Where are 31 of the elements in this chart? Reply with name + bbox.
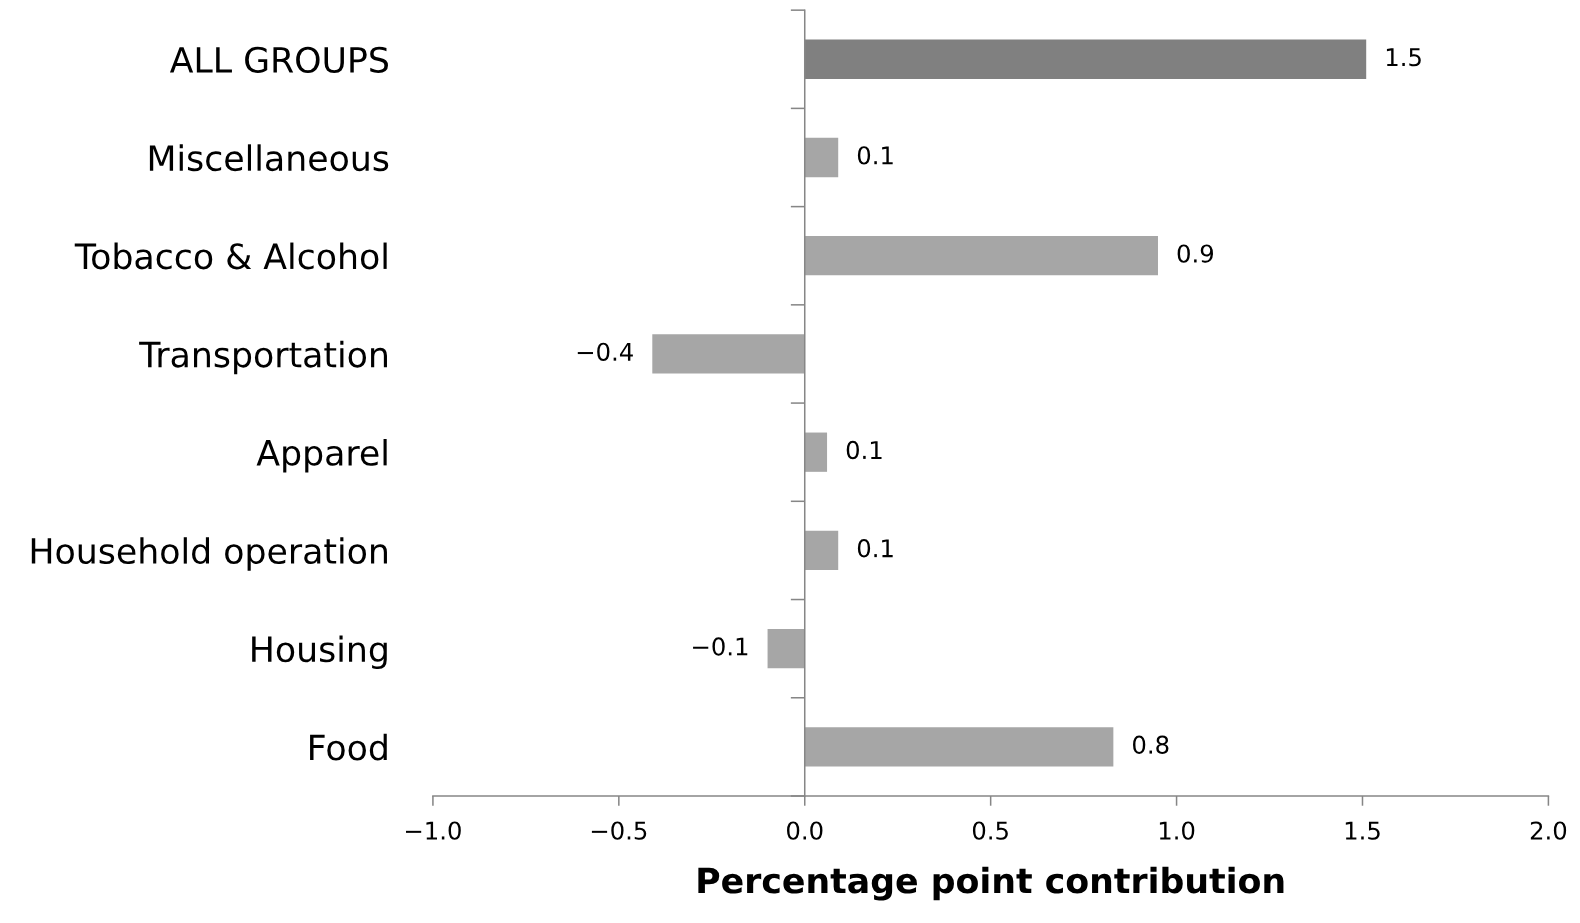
x-tick-label: 1.5 [1345,821,1380,840]
x-axis-title: Percentage point contribution [698,866,1284,901]
data-label: 0.9 [1177,244,1213,263]
data-label: −0.4 [577,342,633,362]
y-tick-label: Apparel [256,439,387,473]
y-tick-label: Housing [252,635,387,670]
bar [804,432,828,472]
y-tick-label: Miscellaneous [149,144,389,172]
y-tick-label: Food [310,733,387,761]
x-tick-label: −0.5 [591,821,647,840]
data-label: 0.8 [1133,735,1169,754]
data-label: 0.1 [857,146,893,165]
x-tick-label: 1.0 [1159,821,1195,840]
data-label: 0.1 [846,440,882,460]
y-tick-label: Household operation [31,537,387,571]
bar [804,236,1158,276]
y-tick-label: Transportation [139,340,387,375]
y-tick-label: ALL GROUPS [169,46,388,73]
bar [767,629,805,669]
data-label: −0.1 [693,637,748,656]
x-tick-label: 0.5 [972,821,1008,840]
x-tick-label: 0.0 [787,821,823,840]
bar [652,334,805,374]
bar [804,530,839,571]
y-tick-label: Tobacco & Alcohol [74,242,387,270]
data-label: 0.1 [857,539,893,558]
bar [804,727,1114,767]
x-tick-label: 2.0 [1530,821,1567,840]
data-label: 1.5 [1386,48,1421,67]
bar [804,137,839,178]
x-tick-label: −1.0 [405,821,461,840]
